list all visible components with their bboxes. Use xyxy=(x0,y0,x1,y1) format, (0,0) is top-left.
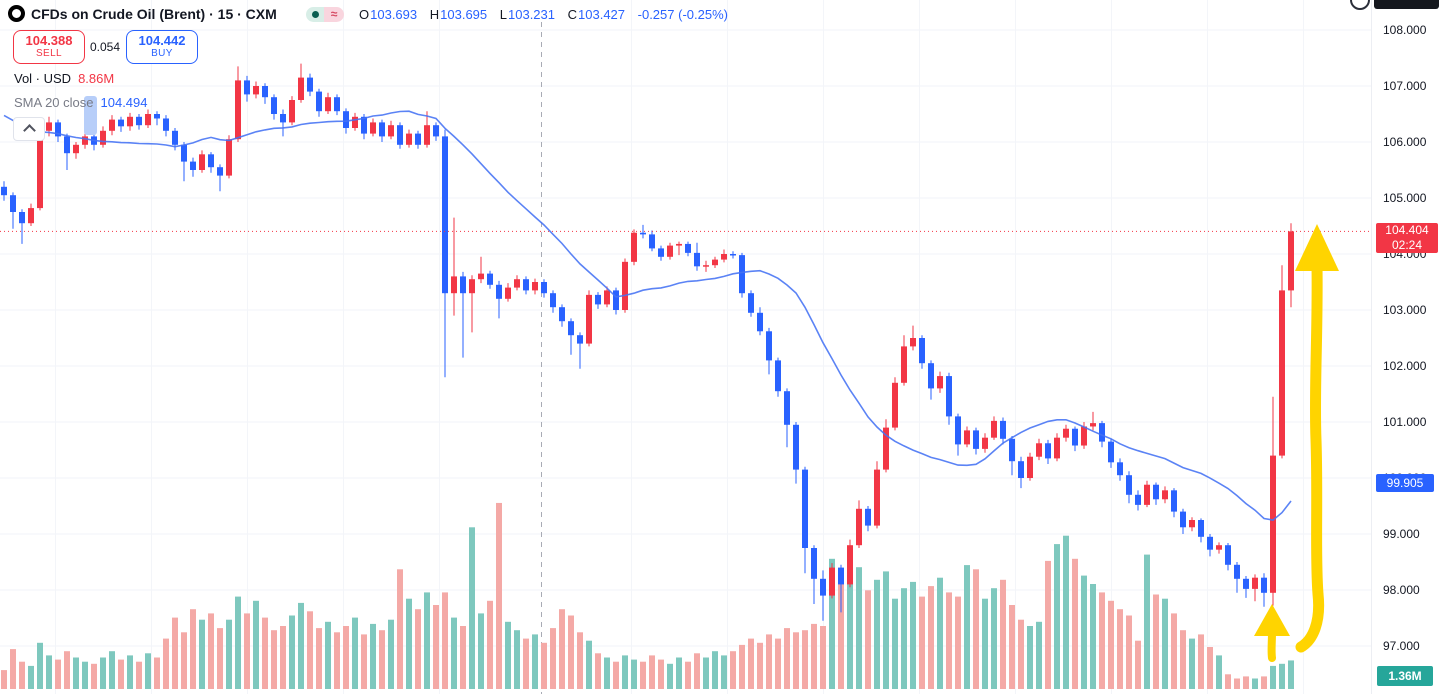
volume-bars xyxy=(1,502,1294,689)
collapse-legend-button[interactable] xyxy=(13,117,45,141)
price-axis-label: 108.000 xyxy=(1383,22,1427,37)
sell-button[interactable]: 104.388 SELL xyxy=(13,30,85,64)
sma-value: 104.494 xyxy=(100,95,148,110)
legend-highlight xyxy=(84,96,97,135)
price-chart-canvas[interactable] xyxy=(0,0,1371,694)
small-up-arrow-head xyxy=(1254,604,1290,636)
open-label: O xyxy=(359,7,370,22)
buy-button[interactable]: 104.442 BUY xyxy=(126,30,198,64)
chevron-up-icon xyxy=(22,124,36,137)
low-value: 103.231 xyxy=(508,7,555,22)
sma-legend[interactable]: SMA 20 close 104.494 xyxy=(14,95,148,110)
buy-price: 104.442 xyxy=(138,33,186,48)
sell-price: 104.388 xyxy=(25,33,73,48)
approx-data-icon: ≈ xyxy=(324,7,344,22)
price-axis-label: 103.000 xyxy=(1383,302,1427,317)
price-axis[interactable]: 97.00098.00099.000100.000101.000102.0001… xyxy=(1371,0,1439,694)
open-value: 103.693 xyxy=(370,7,418,22)
high-label: H xyxy=(429,7,440,22)
high-value: 103.695 xyxy=(440,7,488,22)
price-axis-label: 106.000 xyxy=(1383,134,1427,149)
volume-value: 8.86M xyxy=(78,71,115,86)
sell-label: SELL xyxy=(35,48,63,59)
volume-badge: 1.36M xyxy=(1377,666,1433,686)
ohlc-readout: O103.693 H103.695 L103.231 C103.427 -0.2… xyxy=(350,7,728,22)
price-axis-label: 107.000 xyxy=(1383,78,1427,93)
sma xyxy=(3,110,1292,521)
price-axis-label: 98.000 xyxy=(1383,582,1420,597)
price-axis-label: 102.000 xyxy=(1383,358,1427,373)
sma-line xyxy=(3,110,1292,521)
annotation-arrows xyxy=(1254,224,1339,662)
price-axis-label: 99.000 xyxy=(1383,526,1420,541)
price-axis-label: 97.000 xyxy=(1383,638,1420,653)
volume-label: Vol · USD xyxy=(14,71,72,86)
buy-label: BUY xyxy=(151,48,173,59)
candles xyxy=(1,63,1294,621)
cropped-top-right-badge xyxy=(1374,0,1439,9)
symbol-logo-icon xyxy=(8,5,25,22)
price-axis-label: 105.000 xyxy=(1383,190,1427,205)
symbol-title[interactable]: CFDs on Crude Oil (Brent) · 15 · CXM xyxy=(31,6,277,22)
spread-value: 0.054 xyxy=(89,40,121,54)
grid-lines xyxy=(0,0,1371,694)
last-price-badge: 104.404 02:24 xyxy=(1376,223,1438,254)
price-axis-label: 101.000 xyxy=(1383,414,1427,429)
big-up-arrow-head xyxy=(1295,224,1339,271)
low-label: L xyxy=(499,7,507,22)
close-value: 103.427 xyxy=(578,7,626,22)
market-status-pills[interactable]: ≈ xyxy=(306,7,344,22)
bar-countdown: 02:24 xyxy=(1391,238,1423,253)
volume-legend[interactable]: Vol · USD 8.86M xyxy=(14,71,114,86)
close-label: C xyxy=(567,7,578,22)
change-value: -0.257 (-0.25%) xyxy=(637,7,728,22)
sma-label: SMA 20 close xyxy=(14,95,94,110)
last-price-value: 104.404 xyxy=(1385,223,1429,238)
market-open-dot-icon xyxy=(306,7,324,22)
big-up-arrow-shaft xyxy=(1295,260,1325,653)
sma-price-badge: 99.905 xyxy=(1376,474,1434,493)
